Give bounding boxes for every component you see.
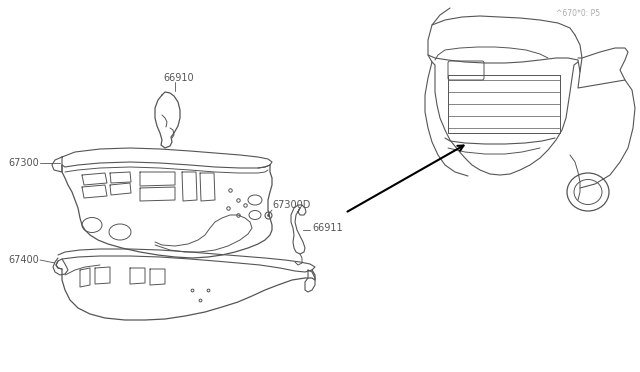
Text: 67300: 67300 [8,158,39,168]
Text: 67300D: 67300D [272,200,310,210]
Text: 66910: 66910 [163,73,194,83]
Text: ^670*0: P5: ^670*0: P5 [556,9,600,18]
Text: 66911: 66911 [312,223,342,233]
Text: 67400: 67400 [8,255,39,265]
